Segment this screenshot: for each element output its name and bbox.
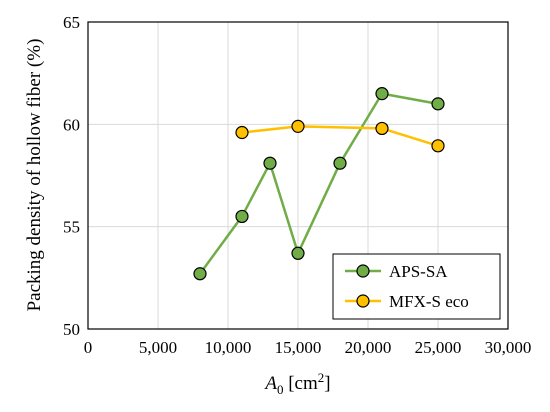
x-axis-title: A0 [cm2] bbox=[263, 370, 330, 397]
series-line-mfx-s-eco bbox=[241, 125, 439, 147]
x-tick-label: 25,000 bbox=[415, 338, 462, 357]
series-lines bbox=[198, 92, 439, 275]
data-point-aps-sa bbox=[235, 209, 249, 224]
legend-marker-aps-sa bbox=[356, 264, 370, 278]
tick-labels: 0 5,000 10,000 15,000 20,000 25,000 30,000 50 55… bbox=[63, 13, 531, 357]
x-tick-label: 0 bbox=[84, 338, 93, 357]
legend-marker-mfx-s-eco bbox=[356, 294, 370, 308]
data-point-mfx-s-eco bbox=[431, 139, 445, 153]
data-point-mfx-s-eco bbox=[291, 119, 305, 133]
y-axis-title: Packing density of hollow fiber (%) bbox=[24, 39, 45, 312]
x-tick-label: 5,000 bbox=[139, 338, 177, 357]
x-tick-label: 15,000 bbox=[275, 338, 322, 357]
data-point-aps-sa bbox=[333, 156, 347, 170]
legend-label-aps-sa: APS-SA bbox=[389, 262, 448, 281]
x-tick-label: 30,000 bbox=[485, 338, 532, 357]
x-tick-label: 20,000 bbox=[345, 338, 392, 357]
data-point-mfx-s-eco bbox=[375, 121, 389, 136]
data-point-aps-sa bbox=[431, 97, 445, 111]
y-tick-label: 50 bbox=[63, 320, 80, 339]
data-point-aps-sa bbox=[375, 87, 389, 101]
data-point-mfx-s-eco bbox=[235, 125, 249, 140]
series-line-aps-sa bbox=[198, 92, 439, 275]
x-tick-label: 10,000 bbox=[205, 338, 252, 357]
data-point-aps-sa bbox=[291, 246, 305, 260]
y-tick-label: 65 bbox=[63, 13, 80, 32]
legend-label-mfx-s-eco: MFX-S eco bbox=[389, 292, 469, 311]
legend: APS-SA MFX-S eco bbox=[332, 253, 501, 320]
y-tick-label: 55 bbox=[63, 218, 80, 237]
data-point-aps-sa bbox=[263, 156, 277, 170]
y-tick-label: 60 bbox=[63, 115, 80, 134]
series-points bbox=[193, 87, 445, 281]
plot-area-frame bbox=[87, 21, 509, 330]
data-point-aps-sa bbox=[193, 267, 207, 281]
